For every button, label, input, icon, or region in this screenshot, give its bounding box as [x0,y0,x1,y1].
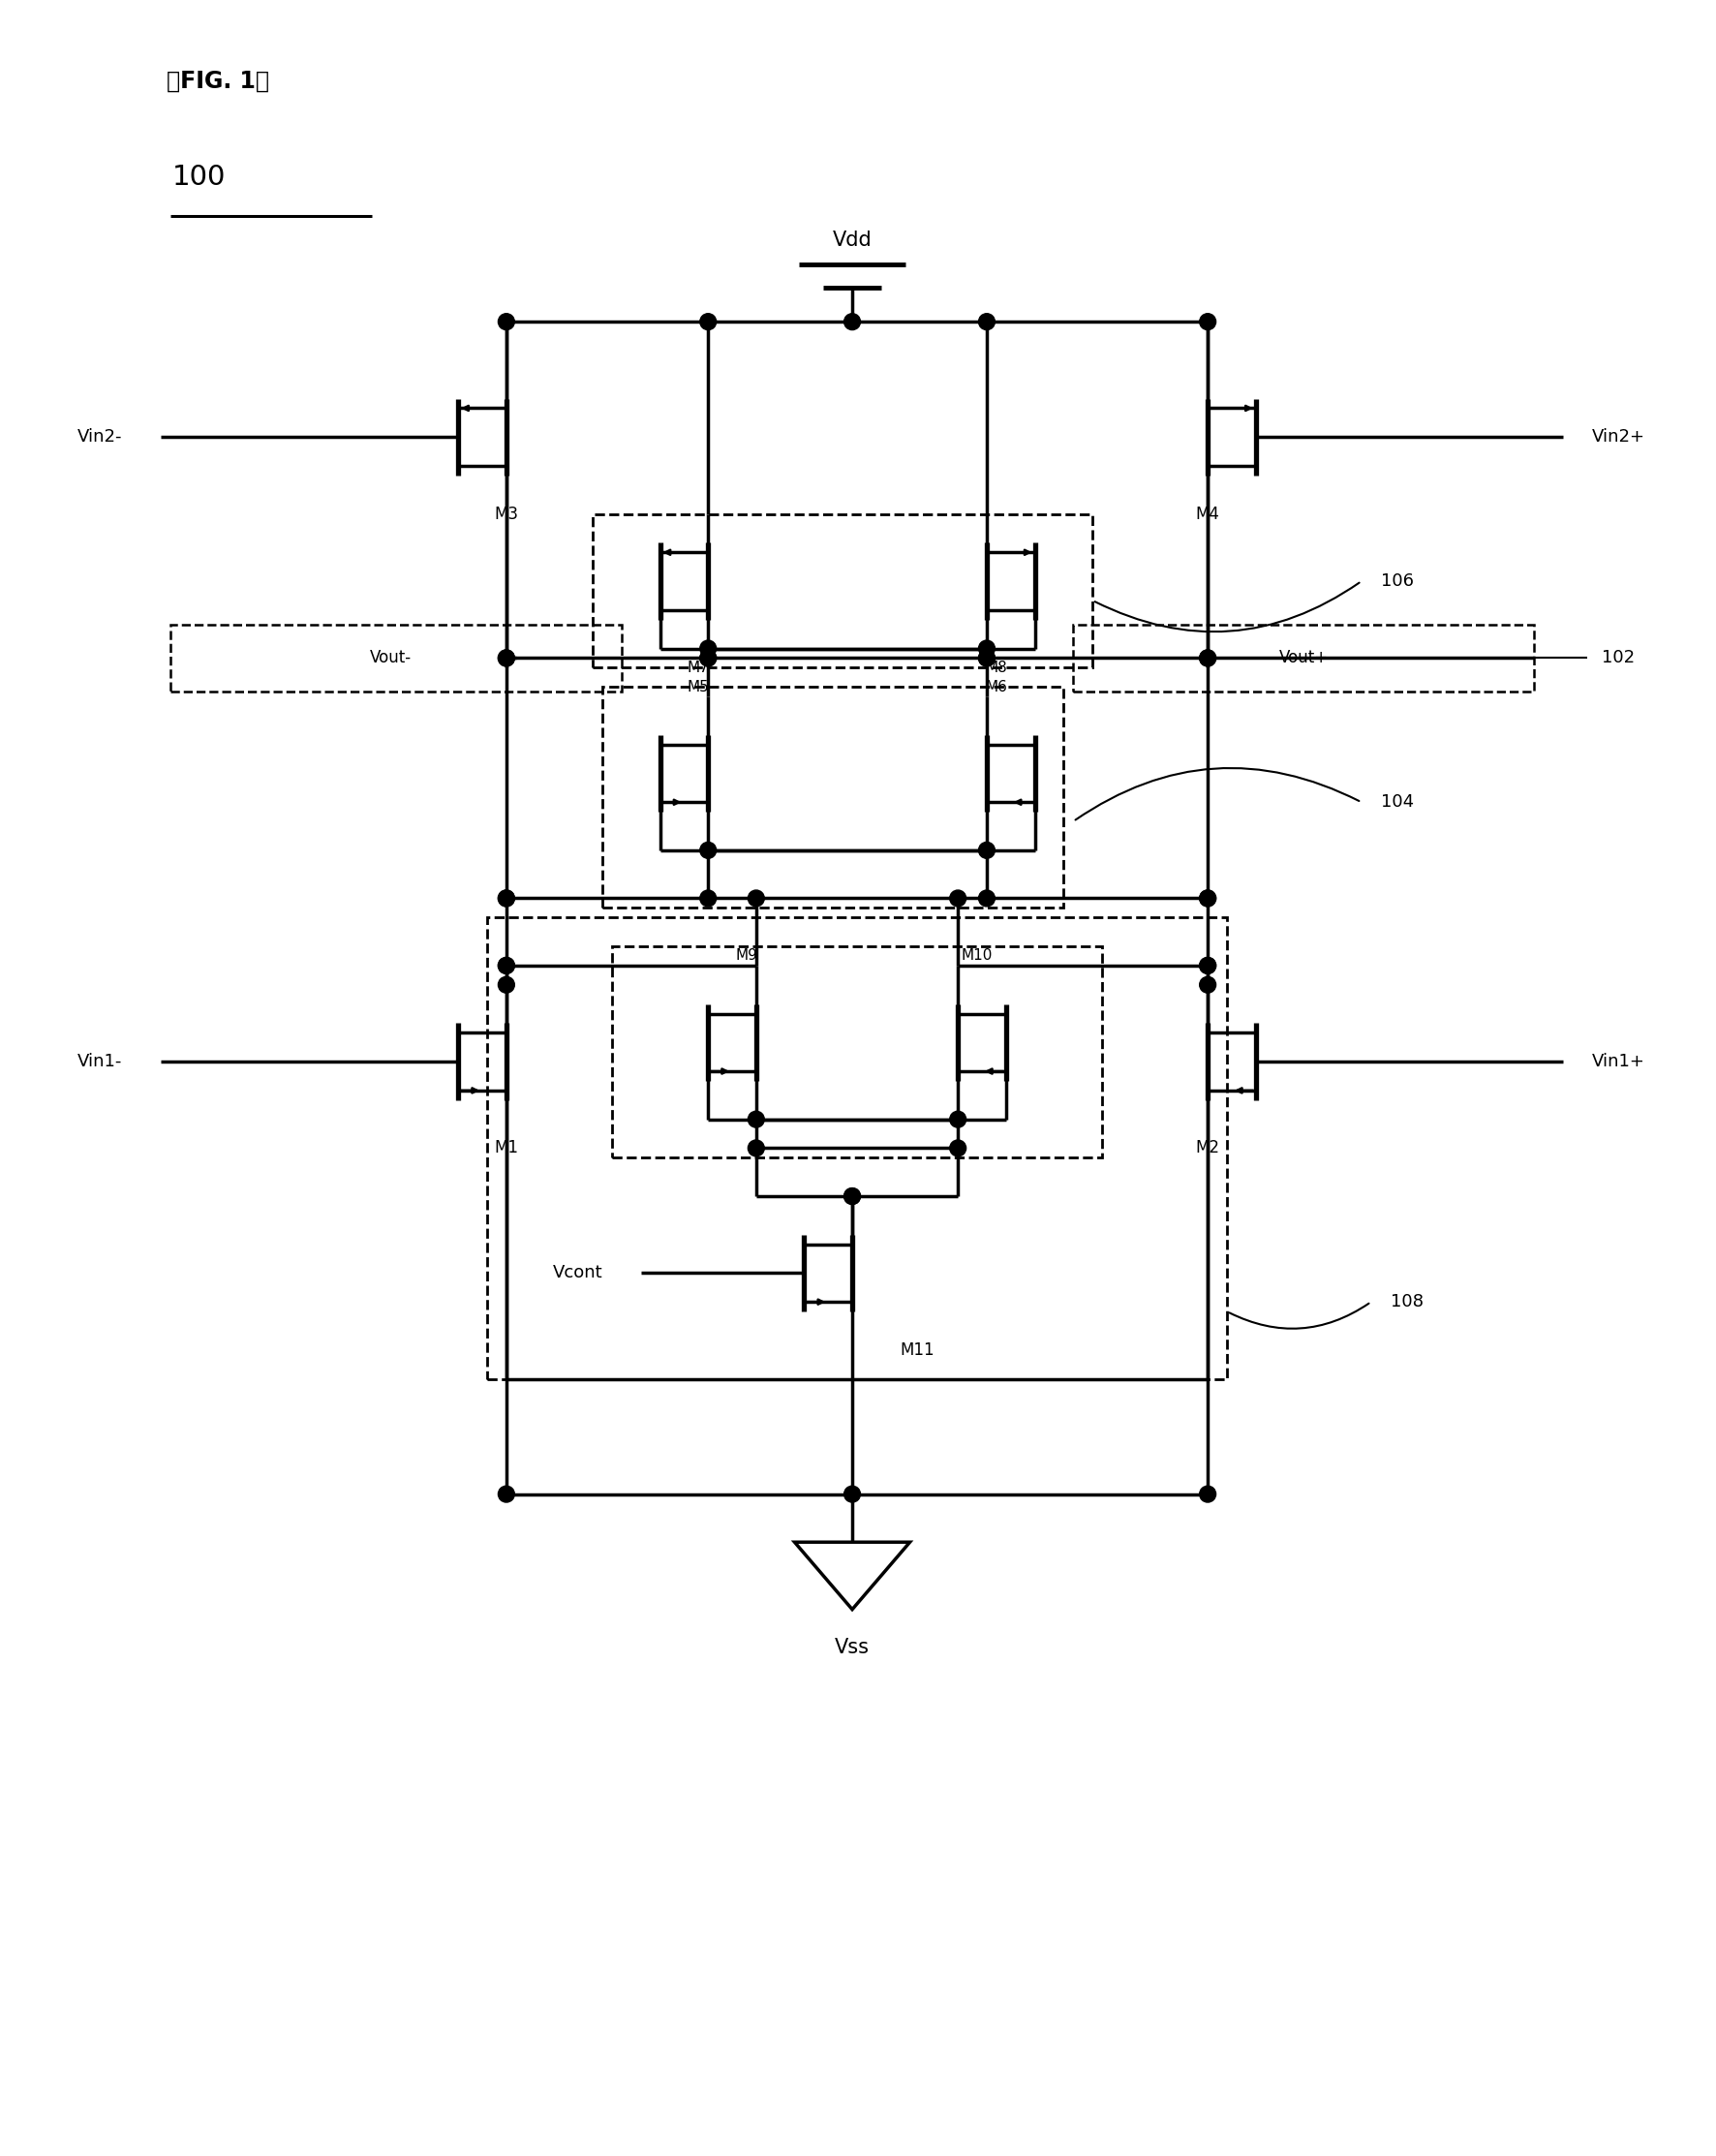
Circle shape [1199,890,1217,906]
Text: M2: M2 [1196,1138,1220,1158]
Circle shape [978,890,995,906]
Circle shape [498,977,515,994]
Circle shape [1199,957,1217,975]
Text: M8: M8 [985,660,1007,675]
Circle shape [1199,649,1217,666]
Circle shape [700,890,716,906]
Text: Vss: Vss [834,1639,870,1658]
Circle shape [700,843,716,858]
Text: M4: M4 [1196,505,1220,522]
Text: M9: M9 [736,949,758,964]
Text: M3: M3 [494,505,518,522]
Circle shape [978,640,995,658]
Bar [613,946,1102,1158]
Circle shape [949,1141,966,1156]
Circle shape [1199,313,1217,330]
Circle shape [949,890,966,906]
Text: 100: 100 [172,164,227,192]
Text: 106: 106 [1381,573,1414,591]
Text: M1: M1 [494,1138,518,1158]
Circle shape [498,313,515,330]
Text: M10: M10 [961,949,994,964]
Bar [592,513,1093,668]
Circle shape [498,649,515,666]
Circle shape [1199,890,1217,906]
Circle shape [978,843,995,858]
Text: M7: M7 [688,660,709,675]
Circle shape [700,313,716,330]
Circle shape [498,957,515,975]
Circle shape [978,649,995,666]
Bar [602,688,1064,908]
Text: 102: 102 [1601,649,1635,666]
Circle shape [844,1188,860,1205]
Circle shape [498,890,515,906]
Circle shape [1199,649,1217,666]
Circle shape [748,1141,764,1156]
Circle shape [748,890,764,906]
Circle shape [700,640,716,658]
Text: 108: 108 [1390,1294,1423,1311]
Text: 104: 104 [1381,793,1414,811]
Circle shape [844,313,860,330]
Bar [170,625,621,692]
Bar [487,918,1227,1380]
Text: Vin2+: Vin2+ [1592,429,1646,446]
Circle shape [498,890,515,906]
Circle shape [844,1188,860,1205]
Circle shape [949,1110,966,1128]
Text: Vin1+: Vin1+ [1592,1052,1646,1069]
Circle shape [844,1485,860,1503]
Circle shape [978,649,995,666]
Circle shape [1199,957,1217,975]
Circle shape [498,649,515,666]
Circle shape [1199,977,1217,994]
Circle shape [1199,1485,1217,1503]
Text: 『FIG. 1』: 『FIG. 1』 [166,69,269,93]
Circle shape [498,1485,515,1503]
Circle shape [700,649,716,666]
Text: Vout+: Vout+ [1278,649,1328,666]
Bar [1072,625,1534,692]
Circle shape [498,957,515,975]
Circle shape [700,649,716,666]
Circle shape [978,313,995,330]
Text: Vcont: Vcont [553,1263,602,1283]
Text: Vdd: Vdd [832,231,872,250]
Circle shape [748,1110,764,1128]
Text: Vin2-: Vin2- [77,429,122,446]
Text: M11: M11 [901,1341,935,1358]
Text: M5: M5 [688,679,709,694]
Text: Vout-: Vout- [371,649,412,666]
Text: M6: M6 [985,679,1007,694]
Text: Vin1-: Vin1- [77,1052,122,1069]
